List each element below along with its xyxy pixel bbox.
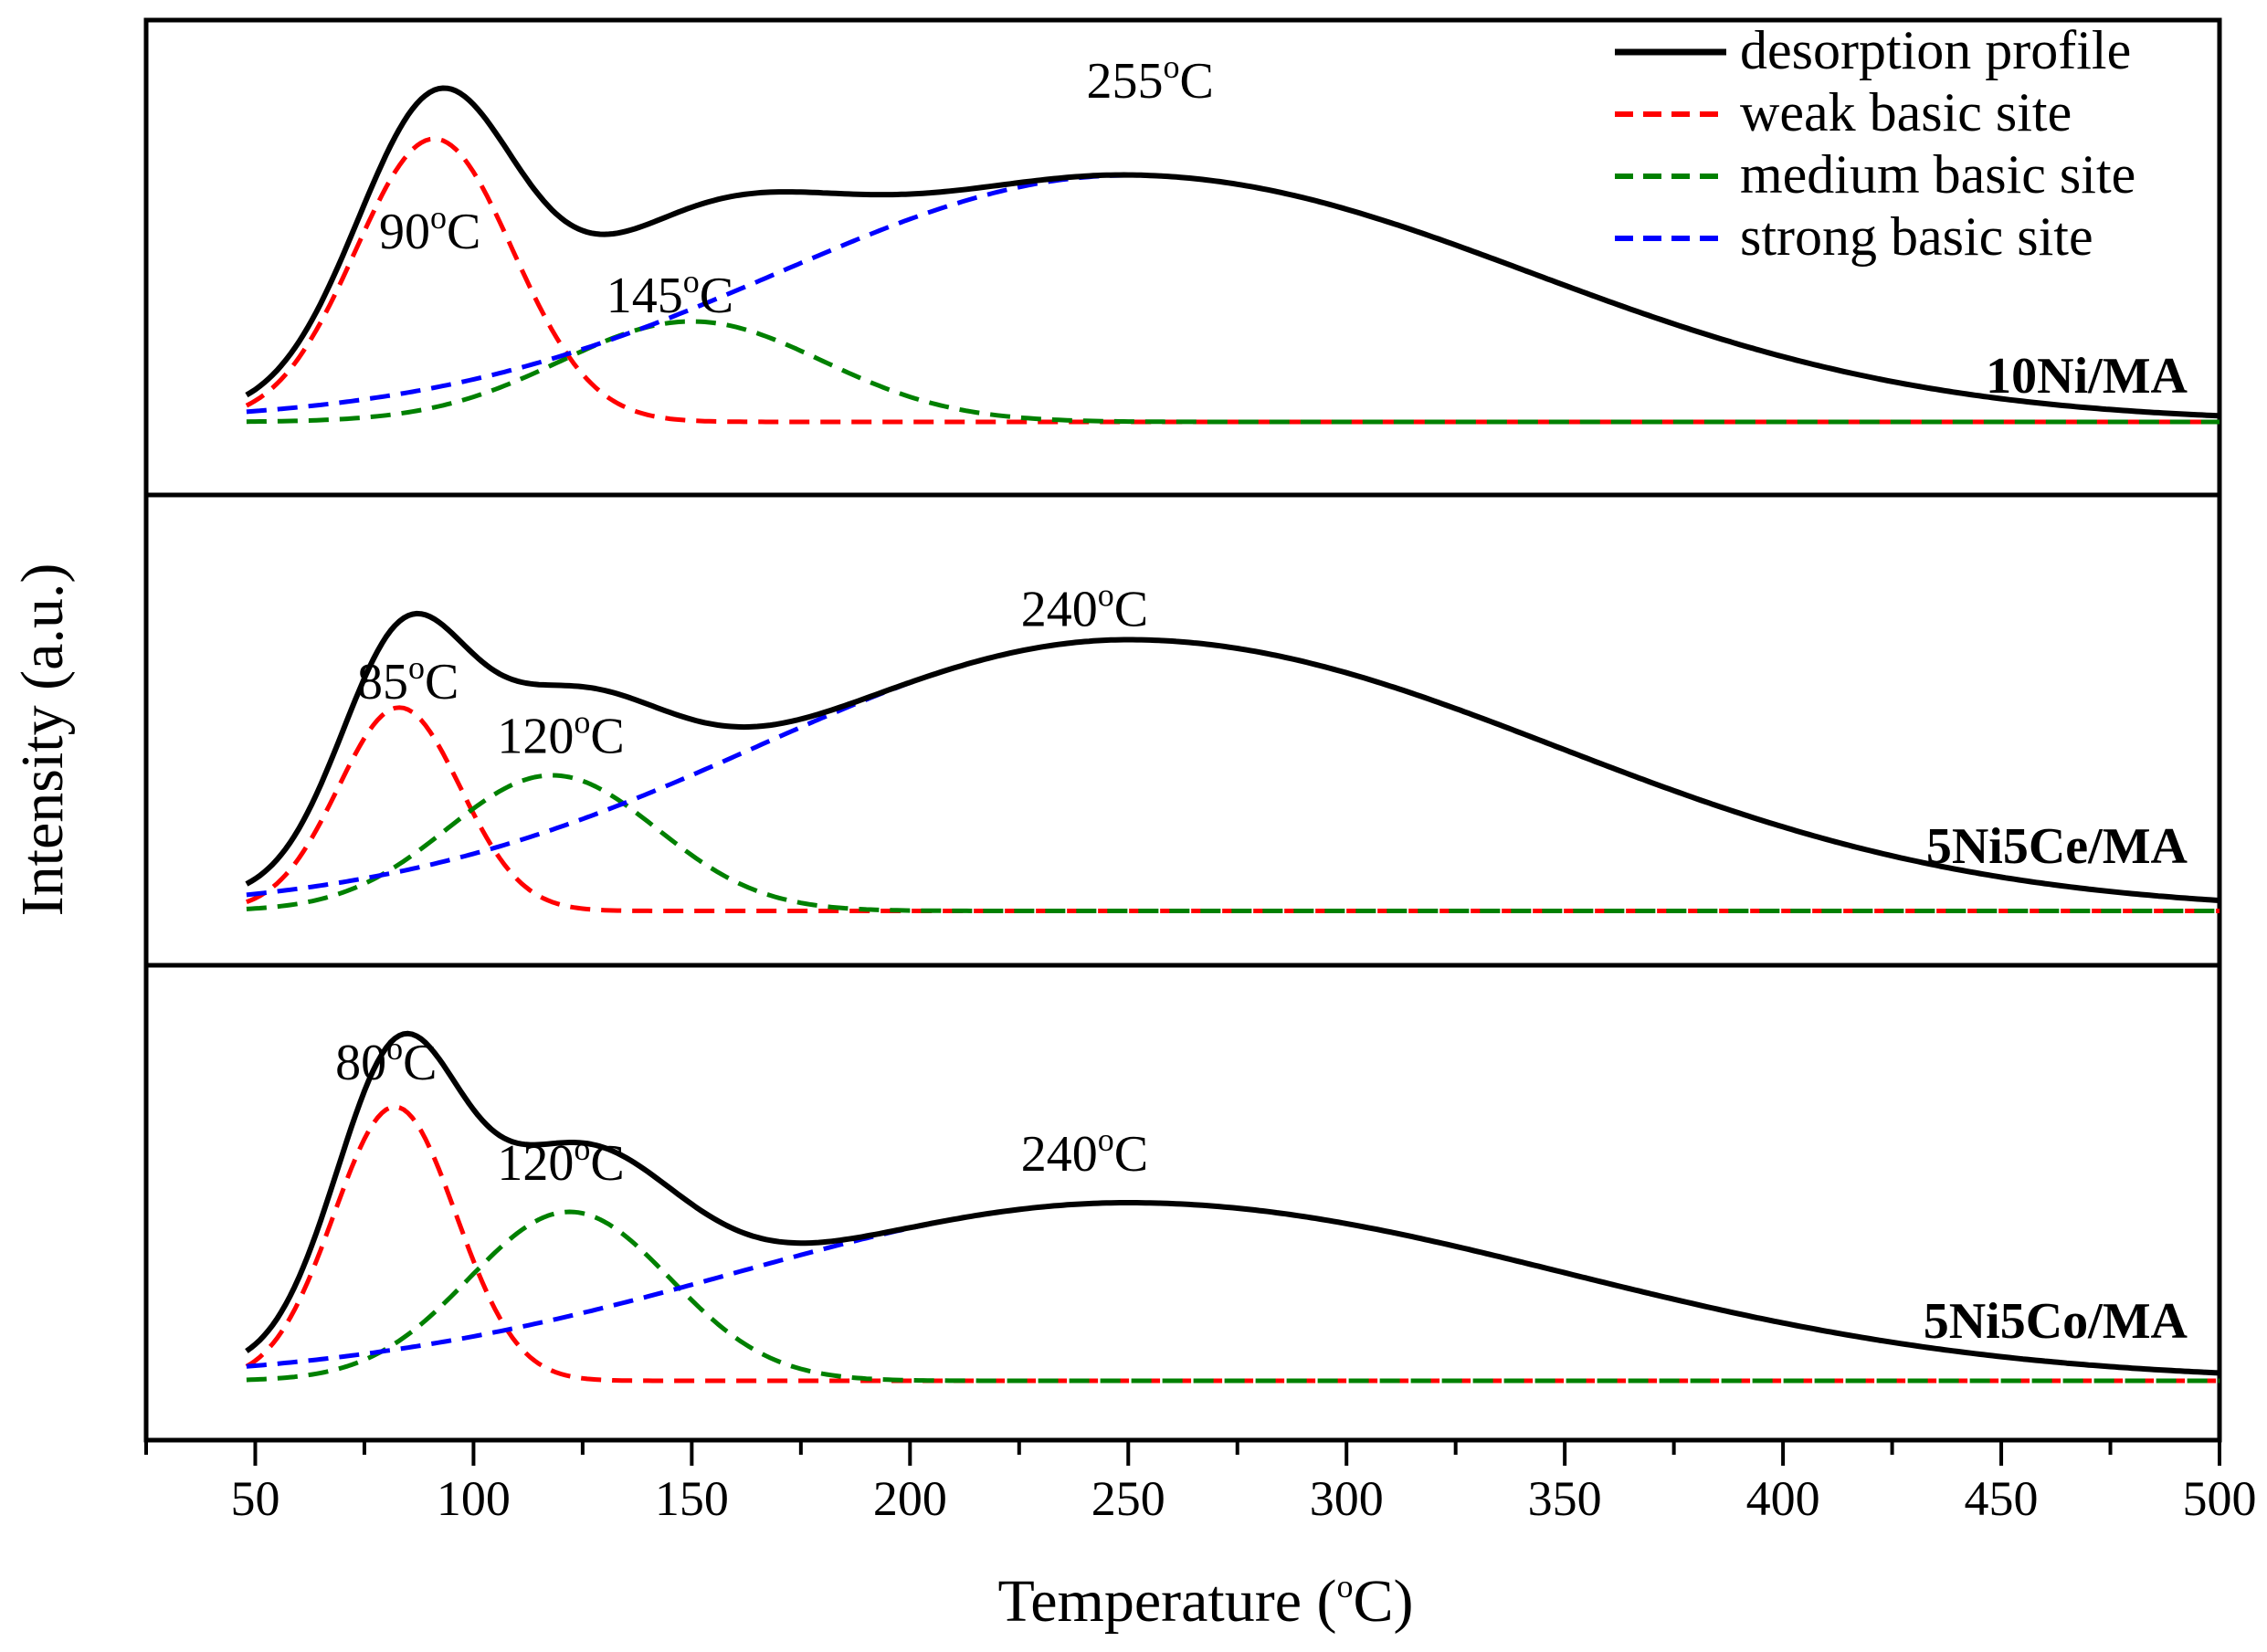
- panels-layer: [143, 17, 2222, 1443]
- peak-annotation: 85oC: [357, 649, 459, 710]
- series-total-panel-3: [245, 1030, 2220, 1376]
- x-tick-label: 250: [1091, 1471, 1165, 1526]
- x-axis: 50 100 150 200 250 300 350 400 450 500: [144, 1440, 2257, 1526]
- x-tick-label: 400: [1746, 1471, 1820, 1526]
- series-total-panel-1: [245, 85, 2220, 419]
- peak-annotation: 240oC: [1021, 577, 1148, 638]
- sample-label: 5Ni5Ce/MA: [1926, 818, 2188, 875]
- series-medium-panel-1: [246, 319, 2220, 425]
- x-tick-label: 350: [1528, 1471, 1602, 1526]
- x-tick-label: 50: [230, 1471, 279, 1526]
- x-tick-label: 150: [655, 1471, 729, 1526]
- sample-label: 10Ni/MA: [1986, 348, 2188, 405]
- legend-label-medium: medium basic site: [1740, 144, 2135, 205]
- peak-annotation: 255oC: [1086, 48, 1213, 110]
- peak-annotation: 240oC: [1021, 1121, 1148, 1183]
- series-medium-panel-3: [246, 1209, 2220, 1384]
- y-axis-title: Intensity (a.u.): [9, 563, 76, 917]
- x-axis-title: Temperature (oC): [998, 1568, 1414, 1635]
- x-tick-label: 300: [1310, 1471, 1384, 1526]
- peak-annotation: 80oC: [335, 1030, 437, 1091]
- legend-label-strong: strong basic site: [1740, 206, 2093, 267]
- x-tick-label: 450: [1965, 1471, 2039, 1526]
- legend-label-total: desorption profile: [1740, 20, 2131, 80]
- x-tick-label: 100: [437, 1471, 511, 1526]
- peak-annotation: 145oC: [606, 263, 733, 324]
- x-tick-label: 200: [873, 1471, 947, 1526]
- peak-annotation: 120oC: [497, 703, 624, 764]
- sample-label: 5Ni5Co/MA: [1924, 1293, 2188, 1350]
- peak-annotation: 90oC: [379, 199, 480, 260]
- series-medium-panel-2: [246, 773, 2220, 913]
- plot-frame: [143, 17, 2222, 1443]
- x-tick-label: 500: [2183, 1471, 2257, 1526]
- labels-layer: 10Ni/MA 90oC 145oC 255oC 5Ni5Ce/MA 85oC 120oC 2…: [335, 48, 2188, 1350]
- series-total-panel-2: [245, 610, 2220, 903]
- peak-annotation: 120oC: [497, 1131, 624, 1192]
- curves-layer: [245, 85, 2220, 1384]
- legend-label-weak: weak basic site: [1740, 82, 2072, 142]
